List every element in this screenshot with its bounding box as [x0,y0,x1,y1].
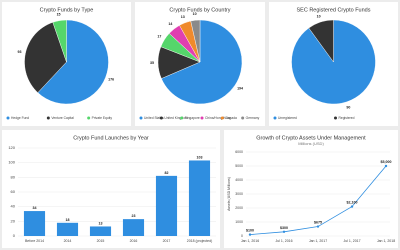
y-tick-label: 0 [241,234,243,238]
legend-marker [200,116,204,120]
legend-marker [241,116,245,120]
data-label: $675 [314,221,322,225]
pie-slice [308,19,334,63]
data-label: 10 [193,12,197,16]
data-label: 90 [346,106,350,110]
data-label: 93 [18,50,22,54]
legend-marker [273,116,277,120]
legend-label: Singapore [185,116,200,120]
y-tick-label: 120 [8,145,15,150]
legend-marker [46,116,50,120]
legend-label: United States [144,116,164,120]
data-label: 14 [168,22,172,26]
legend-label: Unregistered [278,116,297,120]
data-label: 34 [33,206,37,210]
data-label: 35 [150,61,154,65]
data-label: 103 [197,155,203,159]
y-tick-label: 4000 [235,178,243,182]
legend-label: Private Equity [92,116,113,120]
chart-title: Growth of Crypto Assets Under Management [256,135,366,141]
legend-marker [6,116,10,120]
legend-marker [139,116,143,120]
data-label: $2,100 [347,201,358,205]
y-tick-label: 6000 [235,150,243,154]
pie-slice [190,19,201,63]
legend-label: China/Hong Kong [205,116,231,120]
y-tick-label: 20 [11,218,16,223]
bar [89,226,112,236]
bar [155,175,178,236]
point [248,233,252,236]
data-label: 194 [237,86,243,90]
x-tick-label: Jan 1, 2018 [377,239,395,243]
y-tick-label: 60 [11,189,16,194]
legend-marker [220,116,224,120]
legend-marker [87,116,91,120]
data-label: 17 [157,34,161,38]
data-label: 18 [66,218,70,222]
x-tick-label: Jan 1, 2017 [309,239,327,243]
data-label: $5,000 [381,160,392,164]
y-tick-label: 5000 [235,164,243,168]
legend-marker [180,116,184,120]
pie-slice [24,22,67,93]
x-tick-label: 2014 [64,239,72,243]
data-label: 15 [57,13,61,17]
pie-slice [161,19,243,105]
data-label: $100 [246,229,254,233]
legend-label: Germany [246,116,260,120]
point [350,205,354,208]
pie-slice [37,19,109,105]
point [316,225,320,228]
y-tick-label: 1000 [235,220,243,224]
x-tick-label: Jul 1, 2016 [275,239,292,243]
x-tick-label: Jan 1, 2016 [241,239,259,243]
x-tick-label: Jul 1, 2017 [343,239,360,243]
data-label: 13 [181,15,185,19]
chart-title: Crypto Fund Launches by Year [73,135,149,141]
y-tick-label: 3000 [235,192,243,196]
pie-slice [52,19,67,63]
panel [224,130,398,248]
legend-label: Venture Capital [51,116,74,120]
chart-title: Crypto Funds by Country [169,7,230,13]
y-axis-label: Assets (USD Millions) [227,177,231,211]
x-tick-label: 2015 [97,239,105,243]
data-label: 23 [132,214,136,218]
x-tick-label: 2018 (projected) [187,239,213,243]
legend-label: United Kingdom [164,116,188,120]
x-tick-label: 2016 [130,239,138,243]
x-tick-label: Before 2014 [25,239,44,243]
data-label: $300 [280,226,288,230]
bar [188,160,211,236]
legend-marker [334,116,337,120]
y-tick-label: 100 [8,160,15,165]
data-label: 10 [317,14,321,18]
data-label: 13 [99,221,103,225]
y-tick-label: 80 [11,174,16,179]
point [282,230,286,233]
y-tick-label: 2000 [235,206,243,210]
point [384,164,388,168]
bar [122,219,145,236]
chart-title: SEC Registered Crypto Funds [297,7,371,13]
y-tick-label: 0 [13,233,16,238]
data-label: 82 [165,171,169,175]
legend-marker [159,116,163,120]
y-tick-label: 40 [11,204,16,209]
legend-label: Hedge Fund [11,116,29,120]
x-tick-label: 2017 [163,239,171,243]
legend-label: Registered [339,116,355,120]
bar [23,211,46,236]
chart-title: Crypto Funds by Type [40,7,94,13]
bar [56,222,79,236]
chart-subtitle: Millions (USD) [298,141,324,146]
legend-label: Canada [225,116,237,120]
data-label: 176 [108,78,114,82]
